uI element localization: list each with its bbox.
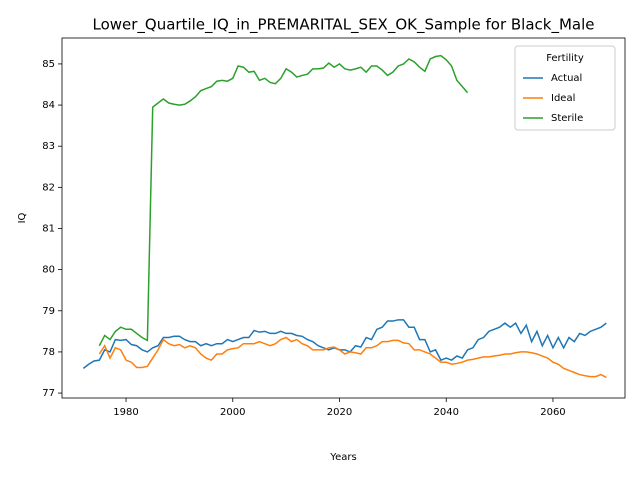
x-tick-label: 2040: [434, 407, 459, 418]
x-tick-label: 1980: [113, 407, 138, 418]
y-tick-label: 79: [42, 306, 55, 317]
y-tick-label: 82: [42, 182, 55, 193]
x-axis-label: Years: [329, 452, 356, 463]
y-tick-label: 83: [42, 141, 55, 152]
legend-title: Fertility: [546, 53, 584, 64]
y-tick-label: 85: [42, 59, 55, 70]
legend-label: Sterile: [551, 113, 583, 124]
y-tick-label: 77: [42, 388, 55, 399]
y-tick-label: 78: [42, 347, 55, 358]
legend-label: Ideal: [551, 93, 575, 104]
y-axis-label: IQ: [17, 212, 28, 223]
y-tick-label: 84: [42, 100, 55, 111]
chart-title: Lower_Quartile_IQ_in_PREMARITAL_SEX_OK_S…: [92, 16, 594, 35]
y-tick-label: 81: [42, 223, 55, 234]
plot-frame: [61, 37, 626, 399]
x-tick-label: 2060: [540, 407, 565, 418]
x-tick-label: 2000: [220, 407, 245, 418]
legend-label: Actual: [551, 73, 582, 84]
y-tick-label: 80: [42, 265, 55, 276]
x-tick-label: 2020: [327, 407, 352, 418]
legend-box: [514, 45, 616, 131]
line-series: [98, 54, 469, 347]
line-series: [82, 319, 607, 369]
line-series: [98, 336, 607, 379]
